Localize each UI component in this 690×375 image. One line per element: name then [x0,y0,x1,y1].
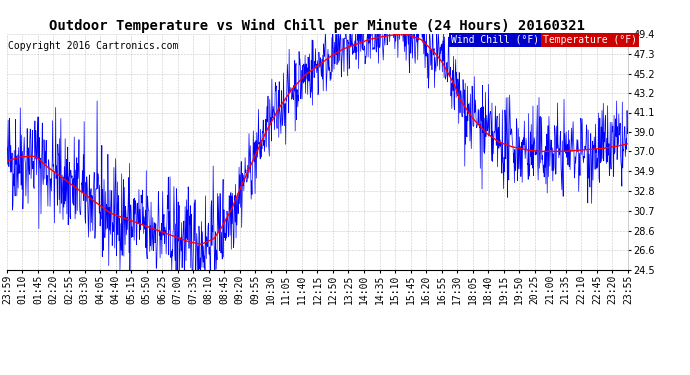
Text: Copyright 2016 Cartronics.com: Copyright 2016 Cartronics.com [8,41,178,51]
Title: Outdoor Temperature vs Wind Chill per Minute (24 Hours) 20160321: Outdoor Temperature vs Wind Chill per Mi… [50,18,585,33]
Text: Temperature (°F): Temperature (°F) [543,35,637,45]
Text: Wind Chill (°F): Wind Chill (°F) [451,35,539,45]
